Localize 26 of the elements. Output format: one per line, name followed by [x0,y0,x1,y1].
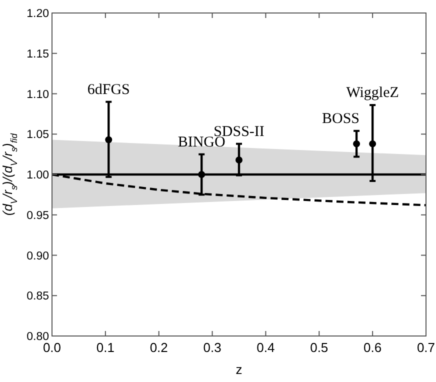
x-tick-label: 0.3 [203,340,222,355]
point [236,156,242,164]
point [369,140,376,148]
x-tick-label: 0.1 [96,340,114,355]
point [105,136,112,144]
y-tick-label: 0.85 [26,290,49,303]
y-tick-label: 0.95 [26,210,49,222]
x-tick-label: 0.0 [42,340,62,355]
y-tick-label: 0.90 [26,250,49,262]
x-tick-label: 0.2 [150,340,168,355]
x-tick-label: 0.6 [364,340,382,355]
y-tick-label: 1.20 [26,8,49,20]
annotation: BOSS [322,110,360,127]
annotation: WiggleZ [346,85,399,102]
point [353,140,360,148]
y-tick-label: 0.80 [26,331,49,343]
annotation: 6dFGS [87,82,130,98]
y-tick-label: 1.15 [26,48,49,60]
x-axis-title: z [236,362,242,377]
y-tick-label: 1.05 [26,129,49,142]
x-tick-label: 0.4 [256,340,275,355]
y-tick-label: 1.00 [26,170,49,182]
x-tick-label: 0.7 [416,340,436,355]
point [198,171,206,178]
x-tick-label: 0.5 [310,340,328,355]
y-tick-label: 1.10 [26,88,49,101]
